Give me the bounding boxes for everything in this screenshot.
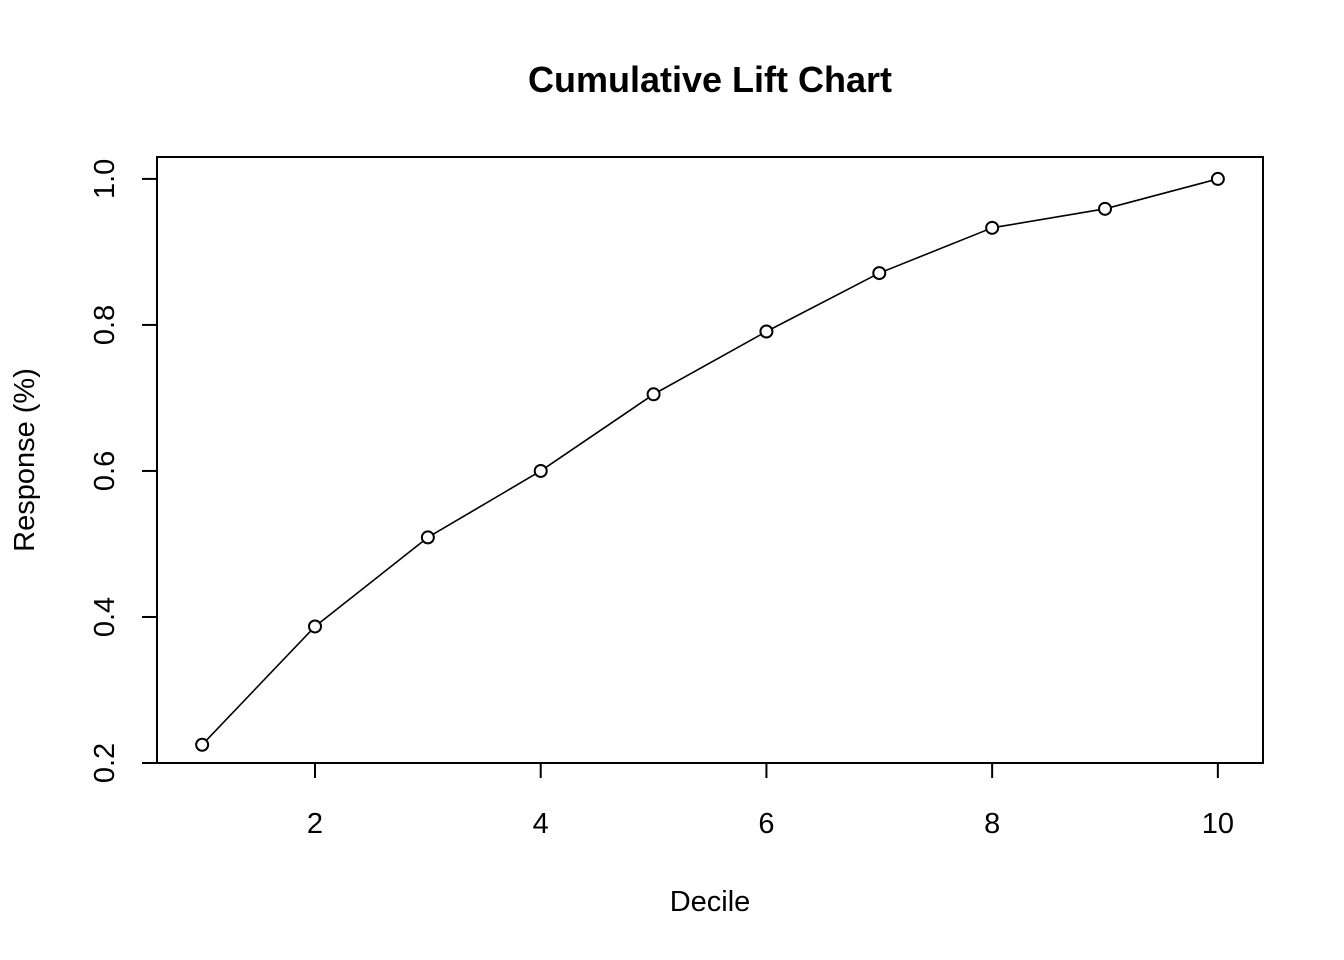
- chart-title: Cumulative Lift Chart: [528, 59, 892, 100]
- series-line-segment: [1110, 179, 1213, 209]
- series-line-segment: [658, 333, 762, 393]
- y-tick-label: 0.6: [89, 451, 121, 491]
- data-point: [1210, 171, 1225, 186]
- series: [195, 171, 1225, 752]
- x-tick-label: 4: [533, 808, 549, 840]
- data-point: [308, 619, 322, 634]
- x-axis-label: Decile: [670, 886, 751, 918]
- x-tick-label: 10: [1202, 808, 1234, 840]
- series-line-segment: [771, 275, 875, 330]
- x-tick-label: 2: [307, 808, 323, 840]
- data-point: [1098, 201, 1112, 216]
- x-tick-label: 6: [758, 808, 774, 840]
- series-line-segment: [545, 396, 650, 469]
- y-tick-label: 0.2: [89, 743, 121, 783]
- data-point: [420, 530, 435, 545]
- series-line-segment: [884, 229, 987, 272]
- series-line-segment: [997, 209, 1100, 228]
- data-point: [195, 737, 210, 752]
- y-axis: 0.2 0.4 0.6 0.8 1.0: [89, 159, 157, 783]
- data-point: [985, 220, 1000, 235]
- y-tick-label: 0.8: [89, 305, 121, 345]
- data-point: [646, 387, 661, 402]
- series-line-segment: [205, 630, 312, 741]
- y-tick-label: 0.4: [89, 597, 121, 637]
- y-tick-label: 1.0: [89, 159, 121, 199]
- x-axis: 2 4 6 8 10: [307, 762, 1234, 840]
- series-line-segment: [432, 473, 536, 536]
- data-point: [533, 463, 548, 478]
- x-tick-label: 8: [984, 808, 1000, 840]
- y-axis-label: Response (%): [9, 368, 41, 552]
- data-point: [759, 324, 774, 339]
- series-line-segment: [319, 540, 424, 624]
- data-point: [872, 266, 887, 281]
- plot-frame: [156, 156, 1264, 764]
